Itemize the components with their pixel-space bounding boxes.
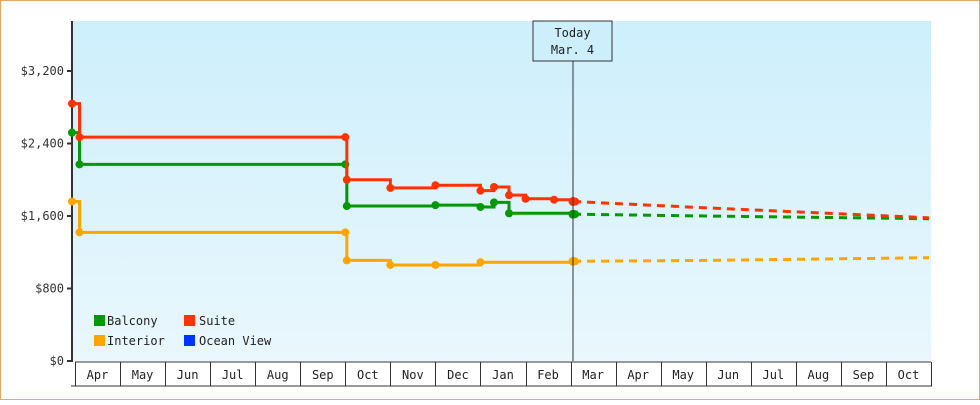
data-point[interactable]: [342, 175, 351, 184]
month-label: Jun: [177, 368, 199, 382]
data-point[interactable]: [386, 260, 395, 269]
data-point[interactable]: [342, 202, 351, 211]
month-label: Jul: [762, 368, 784, 382]
projection-line: [572, 256, 930, 263]
svg-text:Ocean View: Ocean View: [199, 334, 272, 348]
y-tick-label: $2,400: [21, 137, 64, 151]
month-label: Aug: [267, 368, 289, 382]
projection-line: [572, 200, 930, 220]
month-label: Dec: [447, 368, 469, 382]
svg-text:Interior: Interior: [107, 334, 165, 348]
y-axis-ticks: $0 $800 $1,600 $2,400 $3,200: [21, 64, 72, 368]
data-point[interactable]: [489, 183, 498, 191]
data-point[interactable]: [341, 133, 350, 142]
svg-text:Balcony: Balcony: [107, 314, 158, 328]
data-point[interactable]: [521, 194, 530, 203]
month-label: Sep: [312, 368, 334, 382]
x-axis-months: Apr May Jun Jul Aug Sep Oct Nov Dec Jan Feb Mar Apr M…: [71, 361, 932, 387]
legend-item-ocean-view[interactable]: Ocean View: [184, 334, 272, 348]
month-label: May: [672, 368, 694, 382]
month-label: Jun: [717, 368, 739, 382]
today-box: [532, 20, 613, 62]
month-label: May: [132, 368, 154, 382]
data-point[interactable]: [431, 201, 440, 210]
data-point[interactable]: [75, 160, 84, 169]
plot-area: [73, 21, 931, 361]
month-label: Feb: [537, 368, 559, 382]
data-point[interactable]: [505, 191, 514, 200]
data-point[interactable]: [476, 186, 485, 195]
month-label: Oct: [357, 368, 379, 382]
interior-swatch-icon: [94, 335, 105, 346]
today-label: Today: [554, 26, 590, 40]
data-point[interactable]: [75, 133, 84, 142]
data-point[interactable]: [68, 197, 76, 206]
month-label: Oct: [898, 368, 920, 382]
today-date: Mar. 4: [551, 43, 594, 57]
data-point[interactable]: [431, 260, 440, 269]
legend: Balcony Suite Interior Ocean View: [94, 314, 272, 348]
data-point[interactable]: [431, 181, 440, 190]
suite-swatch-icon: [184, 315, 195, 326]
month-label: Apr: [87, 368, 109, 382]
y-tick-label: $800: [35, 282, 64, 296]
data-point[interactable]: [476, 202, 485, 211]
month-label: Jul: [222, 368, 244, 382]
y-tick-label: $0: [50, 354, 64, 368]
data-point[interactable]: [342, 256, 351, 265]
legend-item-balcony[interactable]: Balcony: [94, 314, 158, 328]
data-point[interactable]: [341, 228, 350, 237]
balcony-swatch-icon: [94, 315, 105, 326]
projection-line: [572, 212, 930, 221]
data-point[interactable]: [68, 99, 76, 108]
month-label: Apr: [627, 368, 649, 382]
data-point[interactable]: [505, 209, 514, 218]
y-tick-label: $3,200: [21, 64, 64, 78]
month-label: Nov: [402, 368, 424, 382]
data-point[interactable]: [68, 128, 76, 137]
month-label: Sep: [853, 368, 875, 382]
data-point[interactable]: [75, 228, 84, 237]
data-point[interactable]: [489, 198, 498, 207]
ocean-view-swatch-icon: [184, 335, 195, 346]
data-point[interactable]: [386, 183, 395, 192]
month-label: Jan: [492, 368, 514, 382]
month-label: Mar: [582, 368, 604, 382]
y-tick-label: $1,600: [21, 209, 64, 223]
data-point[interactable]: [550, 195, 559, 204]
data-point[interactable]: [476, 258, 485, 267]
svg-text:Suite: Suite: [199, 314, 235, 328]
legend-item-suite[interactable]: Suite: [184, 314, 235, 328]
month-label: Aug: [808, 368, 830, 382]
legend-item-interior[interactable]: Interior: [94, 334, 165, 348]
series-lines: [68, 99, 930, 269]
